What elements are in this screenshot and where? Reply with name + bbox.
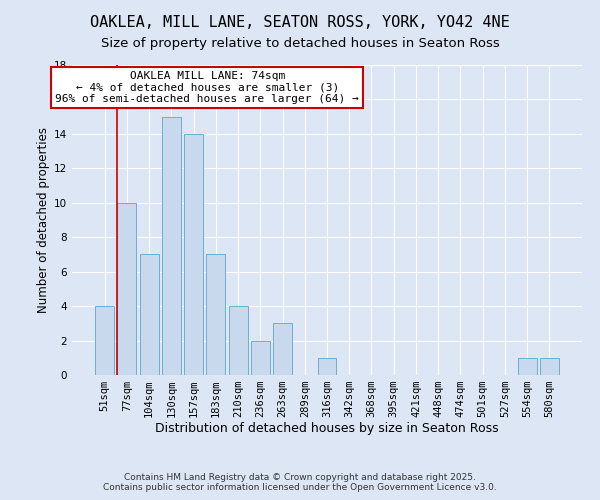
Y-axis label: Number of detached properties: Number of detached properties	[37, 127, 50, 313]
Bar	[540, 358, 559, 375]
Bar	[206, 254, 225, 375]
X-axis label: Distribution of detached houses by size in Seaton Ross: Distribution of detached houses by size …	[155, 422, 499, 434]
Bar	[95, 306, 114, 375]
Bar	[118, 203, 136, 375]
Bar	[317, 358, 337, 375]
Text: Contains HM Land Registry data © Crown copyright and database right 2025.
Contai: Contains HM Land Registry data © Crown c…	[103, 473, 497, 492]
Bar	[273, 324, 292, 375]
Bar	[184, 134, 203, 375]
Text: OAKLEA, MILL LANE, SEATON ROSS, YORK, YO42 4NE: OAKLEA, MILL LANE, SEATON ROSS, YORK, YO…	[90, 15, 510, 30]
Text: OAKLEA MILL LANE: 74sqm
← 4% of detached houses are smaller (3)
96% of semi-deta: OAKLEA MILL LANE: 74sqm ← 4% of detached…	[55, 71, 359, 104]
Bar	[140, 254, 158, 375]
Bar	[251, 340, 270, 375]
Bar	[518, 358, 536, 375]
Bar	[162, 116, 181, 375]
Text: Size of property relative to detached houses in Seaton Ross: Size of property relative to detached ho…	[101, 38, 499, 51]
Bar	[229, 306, 248, 375]
